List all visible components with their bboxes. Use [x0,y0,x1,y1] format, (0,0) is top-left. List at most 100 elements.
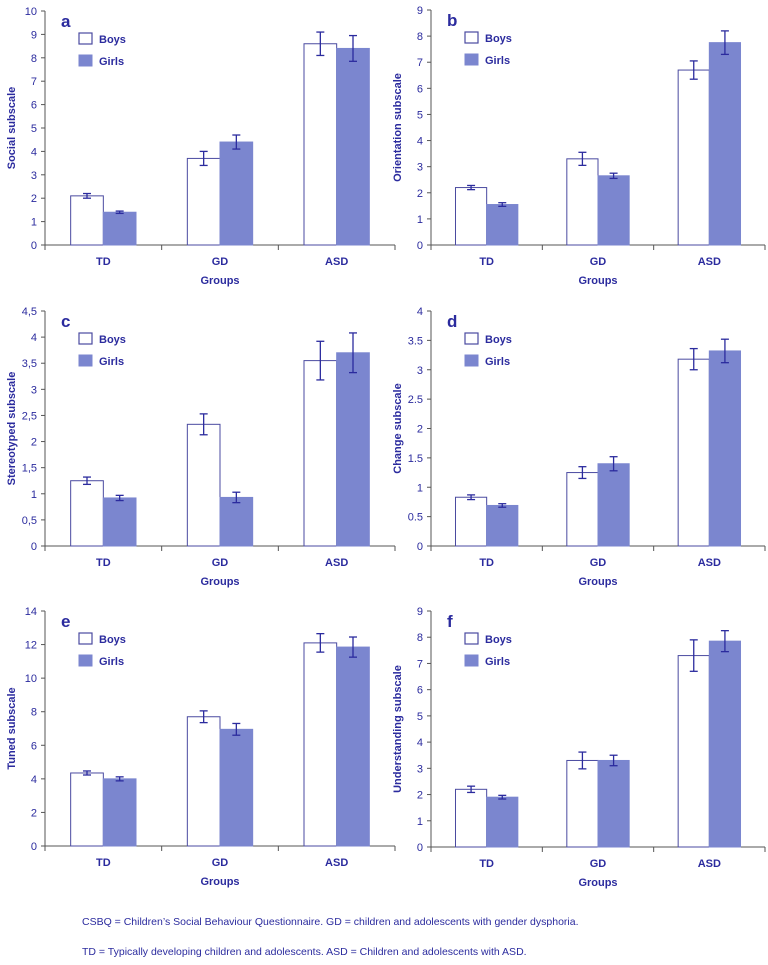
caption-abbreviations: CSBQ = Children’s Social Behaviour Quest… [82,916,579,928]
boys-bar-td [70,772,104,847]
y-tick-label: 8 [417,632,423,644]
boys-bar-asd [677,358,710,547]
chart-panel-a: 0 1 2 3 4 5 6 7 8 9 10 TD GD ASD Groups Social subscale… [6,6,396,287]
legend-girls-label: Girls [99,656,124,668]
boys-bar-asd [303,360,338,547]
boys-bar-td [454,187,488,246]
panel-letter: a [61,12,71,31]
y-tick-label: 9 [417,606,423,618]
y-tick-label: 2 [417,188,423,200]
x-category-label: GD [212,256,229,268]
legend-girls-label: Girls [485,55,510,67]
x-category-label: GD [590,557,607,569]
y-tick-label: 8 [31,707,37,719]
girls-bar-gd [219,728,254,847]
y-tick-label: 9 [417,5,423,17]
x-category-label: ASD [698,557,721,569]
y-tick-label: 1 [31,489,37,501]
y-tick-label: 2 [417,424,423,436]
girls-bar-td [102,211,137,246]
x-axis-title: Groups [200,275,239,287]
x-category-label: TD [479,858,494,870]
y-axis-title: Tuned subscale [6,687,18,769]
x-category-label: ASD [325,857,348,869]
y-tick-label: 4 [31,774,37,786]
legend-boys-label: Boys [485,334,512,346]
y-tick-label: 4 [417,136,423,148]
x-category-label: TD [96,256,111,268]
x-category-label: ASD [325,256,348,268]
boys-bar-td [70,195,104,246]
y-tick-label: 6 [31,100,37,112]
y-tick-label: 2 [31,193,37,205]
girls-bar-gd [597,175,630,246]
y-tick-label: 14 [25,606,37,618]
boys-bar-asd [303,43,338,246]
x-category-label: TD [96,557,111,569]
legend-girls-label: Girls [99,356,124,368]
y-tick-label: 0 [417,541,423,553]
y-tick-label: 1 [417,214,423,226]
boys-bar-gd [566,158,599,246]
y-tick-label: 5 [417,711,423,723]
y-tick-label: 0 [31,240,37,252]
y-tick-label: 3 [31,384,37,396]
y-tick-label: 3 [417,365,423,377]
y-tick-label: 0 [417,240,423,252]
y-tick-label: 6 [417,83,423,95]
y-tick-label: 2,5 [22,410,37,422]
x-category-label: TD [96,857,111,869]
y-tick-label: 10 [25,673,37,685]
y-tick-label: 5 [31,123,37,135]
y-tick-label: 10 [25,6,37,18]
y-tick-label: 4 [417,737,423,749]
y-tick-label: 3 [31,170,37,182]
panel-letter: b [447,11,457,30]
girls-bar-gd [597,759,630,848]
y-tick-label: 2 [417,790,423,802]
x-category-label: ASD [325,557,348,569]
legend-boys-label: Boys [99,34,126,46]
girls-bar-asd [336,646,370,847]
y-tick-label: 0 [417,842,423,854]
y-tick-label: 4,5 [22,306,37,318]
boys-bar-td [454,496,488,547]
boys-bar-td [70,480,104,547]
girls-bar-td [486,504,519,547]
x-axis-title: Groups [200,576,239,588]
chart-panel-d: 0 0.5 1 1.5 2 2.5 3 3.5 4 TD GD ASD Groups Change sub… [392,306,766,588]
y-tick-label: 1 [417,816,423,828]
legend-boys-label: Boys [485,33,512,45]
legend-girls-label: Girls [485,656,510,668]
chart-panel-b: 0 1 2 3 4 5 6 7 8 9 TD GD ASD Groups Orientation subsc… [392,5,766,287]
girls-bar-td [486,796,519,848]
x-category-label: GD [590,256,607,268]
boys-bar-gd [186,716,221,847]
legend-boys-label: Boys [99,634,126,646]
boys-bar-gd [566,759,599,848]
x-category-label: GD [590,858,607,870]
chart-panel-e: 0 2 4 6 8 10 12 14 TD GD ASD Groups Tuned subscale e B… [6,606,396,888]
y-tick-label: 0 [31,541,37,553]
y-tick-label: 2.5 [408,394,423,406]
y-tick-label: 8 [417,31,423,43]
y-tick-label: 7 [31,76,37,88]
boys-bar-asd [303,642,338,847]
legend-boys-swatch [464,31,479,44]
legend-boys-label: Boys [485,634,512,646]
legend-boys-label: Boys [99,334,126,346]
legend-boys-swatch [464,332,479,345]
x-axis-title: Groups [578,877,617,889]
y-tick-label: 6 [417,685,423,697]
panel-letter: d [447,312,457,331]
y-tick-label: 3 [417,162,423,174]
y-tick-label: 8 [31,53,37,65]
girls-bar-gd [219,141,254,246]
x-category-label: TD [479,256,494,268]
y-tick-label: 1.5 [408,453,423,465]
y-axis-title: Understanding subscale [392,665,404,793]
y-tick-label: 1 [417,482,423,494]
girls-bar-asd [336,352,370,547]
y-tick-label: 3 [417,763,423,775]
legend-boys-swatch [78,32,93,45]
